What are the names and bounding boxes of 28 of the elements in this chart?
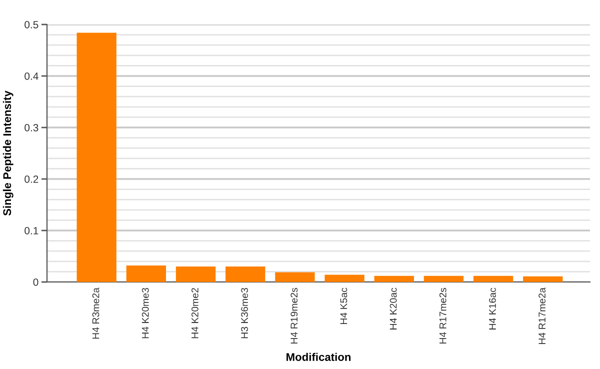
x-tick-label: H4 R17me2a	[538, 288, 546, 344]
x-tick-label: H4 K16ac	[489, 288, 496, 330]
y-tick-label: 0.2	[24, 176, 38, 183]
x-tick-label: H4 R19me2s	[290, 288, 298, 344]
x-tick-label: H3 K36me3	[241, 288, 248, 338]
y-tick-label: 0	[33, 278, 38, 286]
x-tick-label: H4 K20ac	[390, 288, 397, 330]
bar	[324, 274, 364, 282]
y-axis-title: Single Peptide Intensity	[2, 90, 14, 216]
x-tick-label: H4 K5ac	[340, 288, 348, 324]
x-tick-label: H4 K20me2	[191, 288, 198, 338]
bar	[473, 276, 514, 282]
bar	[126, 266, 166, 282]
bar	[374, 276, 414, 282]
bar	[523, 276, 563, 282]
bar	[176, 266, 216, 282]
y-tick-label: 0.5	[24, 21, 38, 28]
x-tick-label: H4 R3me2a	[92, 288, 100, 339]
x-axis-title: Modification	[286, 352, 351, 361]
x-tick-label: H4 R17me2s	[439, 288, 446, 344]
y-tick-label: 0.1	[24, 227, 38, 234]
y-tick-label: 0.3	[24, 124, 38, 132]
bar	[424, 276, 464, 282]
bar	[76, 32, 116, 282]
x-tick-label: H4 K20me3	[142, 288, 149, 338]
bar	[275, 272, 315, 282]
y-tick-label: 0.4	[24, 72, 38, 80]
bar	[226, 266, 266, 282]
